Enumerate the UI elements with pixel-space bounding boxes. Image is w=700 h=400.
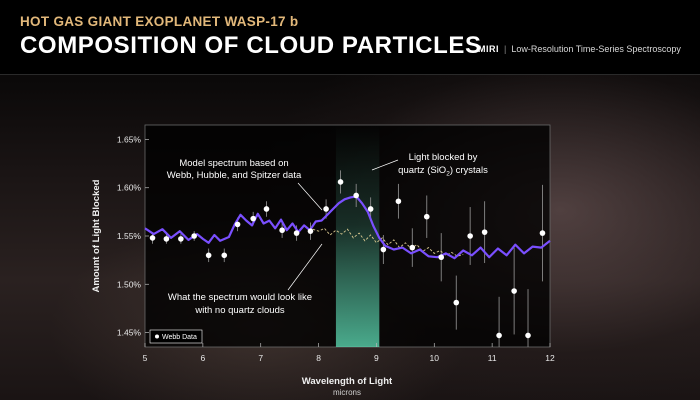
legend-marker <box>155 334 159 339</box>
webb-data-point <box>481 229 488 235</box>
y-axis: 1.45% 1.50% 1.55% 1.60% 1.65% <box>117 134 149 338</box>
webb-data-point <box>395 198 402 205</box>
x-axis-unit: microns <box>333 388 361 397</box>
webb-data-point <box>191 233 197 239</box>
quartz-annotation-subscript: 2 <box>446 171 450 178</box>
webb-data-point <box>205 252 212 259</box>
y-tick-label: 1.60% <box>117 183 142 193</box>
instrument-label: MIRI | Low-Resolution Time-Series Spectros… <box>478 44 681 54</box>
x-axis: 5 6 7 8 9 10 11 12 <box>143 343 555 363</box>
quartz-annotation-suffix: ) crystals <box>450 165 488 176</box>
x-tick-label: 5 <box>143 353 148 363</box>
quartz-annotation-prefix: quartz (SiO <box>398 165 446 176</box>
webb-data-point <box>221 252 228 259</box>
webb-data-points <box>149 179 546 339</box>
webb-data-point <box>279 227 285 234</box>
no-quartz-line <box>312 227 464 257</box>
webb-data-point <box>453 299 460 306</box>
x-tick-label: 6 <box>200 353 205 363</box>
webb-data-point <box>353 192 359 199</box>
webb-data-point <box>438 254 445 261</box>
x-tick-label: 7 <box>258 353 263 363</box>
instrument-separator: | <box>504 44 507 54</box>
webb-data-point <box>250 215 256 222</box>
x-tick-label: 11 <box>488 353 497 363</box>
webb-data-point <box>293 230 300 236</box>
x-tick-label: 8 <box>316 353 321 363</box>
instrument-name: MIRI <box>478 44 499 54</box>
webb-data-point <box>149 235 156 241</box>
instrument-mode: Low-Resolution Time-Series Spectroscopy <box>511 44 681 54</box>
webb-data-point <box>467 233 473 239</box>
webb-data-point <box>263 206 270 212</box>
quartz-annotation-pointer <box>371 159 399 171</box>
x-axis-title: Wavelength of Light <box>302 376 393 387</box>
legend: Webb Data <box>149 329 203 344</box>
x-tick-label: 12 <box>545 353 555 363</box>
quartz-highlight-band <box>335 125 380 347</box>
legend-box <box>149 329 203 344</box>
page-title: COMPOSITION OF CLOUD PARTICLES <box>20 32 482 59</box>
webb-data-point <box>380 246 387 253</box>
webb-data-point <box>496 332 502 339</box>
y-tick-label: 1.65% <box>117 134 142 144</box>
webb-data-point <box>323 206 329 212</box>
y-axis-title: Amount of Light Blocked <box>91 179 102 292</box>
model-annotation-line2: Webb, Hubble, and Spitzer data <box>167 170 302 181</box>
webb-data-point <box>337 179 344 185</box>
model-annotation-line1: Model spectrum based on <box>179 158 288 169</box>
webb-data-point <box>525 332 531 339</box>
webb-data-point <box>409 244 416 251</box>
webb-data-point <box>178 236 184 242</box>
quartz-annotation-line2: quartz (SiO2) crystals <box>398 165 488 178</box>
webb-data-point <box>163 236 170 242</box>
webb-data-point <box>539 230 546 236</box>
y-tick-label: 1.45% <box>117 328 142 338</box>
webb-data-point <box>307 228 314 234</box>
legend-label: Webb Data <box>162 334 197 341</box>
webb-data-point <box>367 206 374 212</box>
y-tick-label: 1.50% <box>117 279 142 289</box>
model-annotation-pointer <box>297 182 323 211</box>
header-bar: HOT GAS GIANT EXOPLANET WASP-17 b COMPOS… <box>0 0 700 75</box>
page-subtitle: HOT GAS GIANT EXOPLANET WASP-17 b <box>20 14 299 29</box>
webb-data-point <box>423 213 430 220</box>
noquartz-annotation-pointer <box>287 243 323 291</box>
noquartz-annotation-line1: What the spectrum would look like <box>168 292 312 303</box>
noquartz-annotation-line2: with no quartz clouds <box>194 305 284 316</box>
webb-data-point <box>511 288 517 294</box>
quartz-annotation-line1: Light blocked by <box>409 152 478 163</box>
x-tick-label: 10 <box>430 353 440 363</box>
x-tick-label: 9 <box>374 353 379 363</box>
y-tick-label: 1.55% <box>117 231 142 241</box>
webb-data-point <box>234 221 241 228</box>
model-spectrum-line <box>144 195 551 260</box>
